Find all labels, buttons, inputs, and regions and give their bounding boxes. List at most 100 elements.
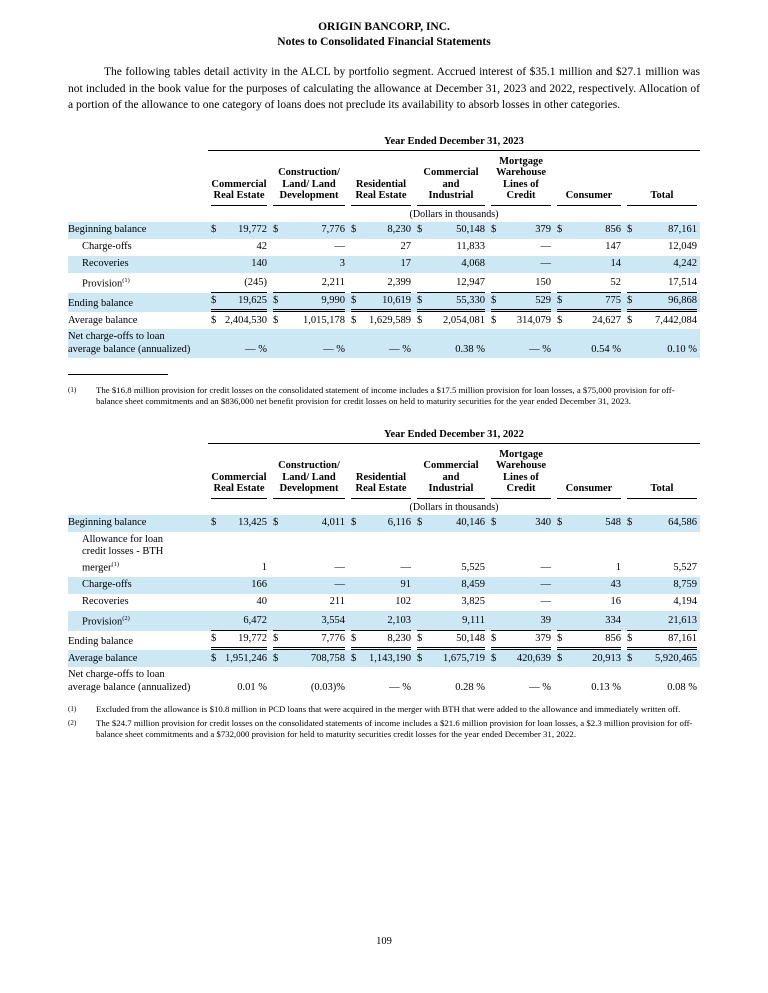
cell-value: 16 [610, 596, 622, 608]
cell-value: 0.28 % [455, 681, 485, 693]
dollar-sign: $ [211, 294, 217, 306]
value-cell: $87,161 [624, 222, 700, 239]
value-cell: $7,776 [270, 222, 348, 239]
cell-value: 0.38 % [455, 343, 485, 355]
cell-value: — [540, 579, 552, 591]
column-header-label: Residential Real Estate [351, 179, 411, 206]
cell-value: 2,399 [387, 277, 411, 288]
row-label-text: Allowance for loan credit losses - BTH m… [82, 533, 164, 574]
cell-value: 3,825 [461, 596, 485, 608]
cell-value: 17,514 [668, 277, 697, 288]
dollar-sign: $ [627, 632, 633, 644]
cell-value: 10,619 [382, 294, 411, 306]
dollar-sign: $ [417, 224, 423, 235]
value-cell: $19,772 [208, 631, 270, 651]
row-label: Beginning balance [68, 222, 208, 239]
cell-value: 55,330 [456, 294, 485, 306]
cell-value: 19,772 [238, 632, 267, 644]
value-cell: 9,111 [414, 613, 488, 631]
cell-value: 7,776 [321, 224, 345, 235]
dollar-sign: $ [557, 652, 563, 664]
value-cell: 40 [208, 594, 270, 611]
cell-value: 3 [339, 258, 345, 269]
cell-value: 50,148 [456, 632, 485, 644]
value-cell: 0.01 % [208, 680, 270, 697]
value-cell: 21,613 [624, 613, 700, 631]
value-cell: 17 [348, 256, 414, 273]
value-cell: 17,514 [624, 275, 700, 293]
footnote-text: Excluded from the allowance is $10.8 mil… [96, 704, 681, 715]
cell-value: 4,068 [461, 258, 485, 269]
column-header-label: Commercial and Industrial [417, 460, 485, 499]
cell-value: 17 [400, 258, 412, 269]
dollar-sign: $ [211, 314, 217, 326]
footnote-marker: (1) [68, 386, 77, 394]
row-label: Average balance [68, 651, 208, 668]
cell-value: 9,111 [462, 615, 485, 627]
cell-value: 1,629,589 [369, 314, 411, 326]
cell-value: — [334, 241, 346, 252]
table-row: Provision(2) 6,472 3,554 2,103 9,111 39 334 21,… [68, 610, 700, 631]
dollar-sign: $ [627, 652, 633, 664]
value-cell: $6,116 [348, 515, 414, 532]
column-header-label: Consumer [557, 483, 621, 499]
dollar-sign: $ [491, 632, 497, 644]
value-cell: — % [348, 342, 414, 359]
cell-value: 12,947 [456, 277, 485, 288]
dollar-sign: $ [211, 517, 217, 529]
row-label-text: Average balance [68, 314, 138, 326]
value-cell: — % [208, 342, 270, 359]
page-number: 109 [376, 936, 392, 947]
dollar-sign: $ [417, 314, 423, 326]
value-cell: 3,825 [414, 594, 488, 611]
column-header: Mortgage Warehouse Lines of Credit [488, 156, 554, 206]
cell-value: 43 [610, 579, 622, 591]
cell-value: — [540, 258, 552, 269]
value-cell: $340 [488, 515, 554, 532]
value-cell: 0.13 % [554, 680, 624, 697]
dollar-sign: $ [273, 632, 279, 644]
cell-value: — % [323, 343, 345, 355]
dollar-sign: $ [351, 517, 357, 529]
cell-value: 8,759 [673, 579, 697, 591]
cell-value: 96,868 [668, 294, 697, 306]
dollar-sign: $ [417, 632, 423, 644]
column-header: Total [624, 190, 700, 206]
column-header-label: Commercial Real Estate [211, 179, 267, 206]
dollar-sign: $ [351, 632, 357, 644]
cell-value: 6,472 [243, 615, 267, 627]
cell-value: 11,833 [456, 241, 486, 252]
dollar-sign: $ [417, 652, 423, 664]
row-label: Average balance [68, 313, 208, 330]
cell-value: 42 [256, 241, 268, 252]
document-heading: Notes to Consolidated Financial Statemen… [277, 36, 491, 48]
row-label-text: Recoveries [82, 258, 129, 269]
cell-value: 7,442,084 [655, 314, 697, 326]
cell-value: 0.08 % [667, 681, 697, 693]
cell-value: — [334, 562, 346, 574]
cell-value: 1 [615, 562, 621, 574]
column-header-label: Total [627, 190, 697, 206]
table-row: Recoveries 40 211 102 3,825 — 16 4,194 [68, 594, 700, 611]
cell-value: 12,049 [668, 241, 697, 252]
dollar-sign: $ [417, 517, 423, 529]
dollar-sign: $ [273, 314, 279, 326]
cell-value: 4,011 [321, 517, 345, 529]
value-cell: — [488, 577, 554, 594]
column-header: Commercial Real Estate [208, 472, 270, 499]
column-header: Residential Real Estate [348, 179, 414, 206]
value-cell: 147 [554, 239, 624, 256]
column-header: Total [624, 483, 700, 499]
dollar-sign: $ [557, 632, 563, 644]
cell-value: — [540, 596, 552, 608]
cell-value: 13,425 [238, 517, 267, 529]
value-cell: $379 [488, 631, 554, 651]
value-cell: $1,015,178 [270, 313, 348, 330]
cell-value: 21,613 [668, 615, 697, 627]
alcl-table-2023: Year Ended December 31, 2023 Commercial R… [68, 136, 700, 359]
value-cell: 42 [208, 239, 270, 256]
row-label-text: Beginning balance [68, 224, 147, 235]
cell-value: 856 [605, 632, 621, 644]
cell-value: 548 [605, 517, 621, 529]
value-cell: 8,459 [414, 577, 488, 594]
